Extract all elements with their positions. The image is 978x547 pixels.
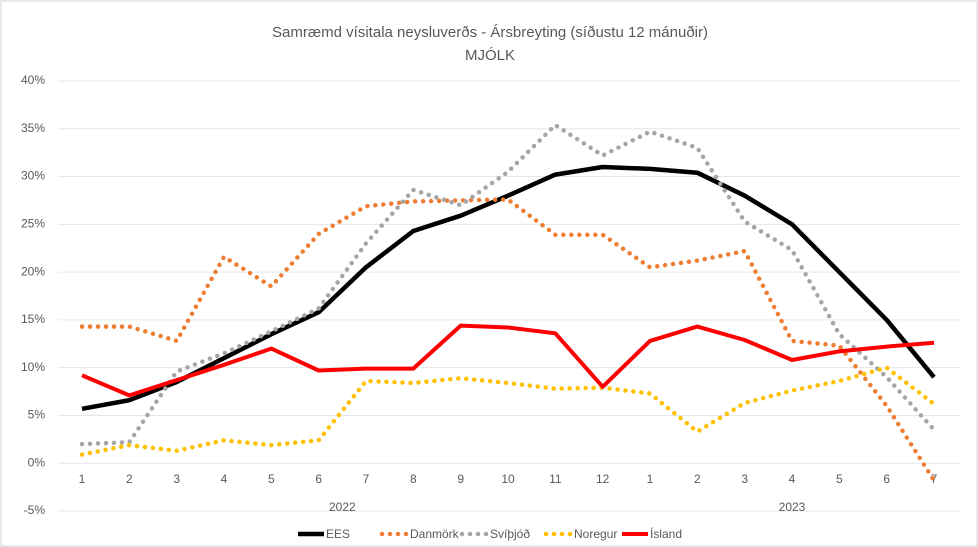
- x-tick-label: 2: [694, 472, 701, 486]
- x-group-label: 2022: [329, 500, 356, 514]
- x-tick-label: 11: [549, 472, 562, 486]
- x-tick-label: 4: [789, 472, 796, 486]
- series-line: [79, 122, 937, 447]
- y-tick-label: 15%: [21, 312, 45, 326]
- series-line: [79, 365, 937, 457]
- x-tick-label: 12: [596, 472, 610, 486]
- y-tick-label: 5%: [28, 408, 46, 422]
- legend-label: Noregur: [574, 527, 617, 541]
- x-tick-label: 6: [883, 472, 890, 486]
- series-line: [79, 197, 937, 483]
- y-tick-label: 10%: [21, 360, 45, 374]
- x-tick-label: 9: [457, 472, 464, 486]
- series-line: [81, 323, 935, 398]
- x-tick-label: 3: [741, 472, 748, 486]
- legend-label: EES: [326, 527, 350, 541]
- x-tick-label: 1: [647, 472, 654, 486]
- y-tick-label: 35%: [21, 121, 45, 135]
- x-tick-label: 5: [836, 472, 843, 486]
- y-tick-label: 40%: [21, 73, 45, 87]
- x-tick-label: 1: [79, 472, 86, 486]
- chart-title: Samræmd vísitala neysluverðs - Ársbreyti…: [272, 24, 708, 41]
- y-tick-label: -5%: [24, 503, 46, 517]
- x-tick-label: 10: [501, 472, 515, 486]
- y-tick-label: 30%: [21, 169, 45, 183]
- y-tick-label: 20%: [21, 264, 45, 278]
- legend-label: Danmörk: [410, 527, 460, 541]
- y-tick-label: 0%: [28, 455, 46, 469]
- x-tick-label: 6: [315, 472, 322, 486]
- x-tick-label: 4: [221, 472, 228, 486]
- x-tick-label: 8: [410, 472, 417, 486]
- y-tick-label: 25%: [21, 217, 45, 231]
- series-line: [81, 164, 936, 412]
- legend-label: Ísland: [650, 526, 682, 541]
- x-tick-label: 5: [268, 472, 275, 486]
- x-tick-label: 3: [173, 472, 180, 486]
- x-tick-label: 2: [126, 472, 133, 486]
- x-group-label: 2023: [779, 500, 806, 514]
- x-tick-label: 7: [363, 472, 370, 486]
- legend-label: Svíþjóð: [490, 527, 530, 541]
- chart-subtitle: MJÓLK: [465, 47, 515, 64]
